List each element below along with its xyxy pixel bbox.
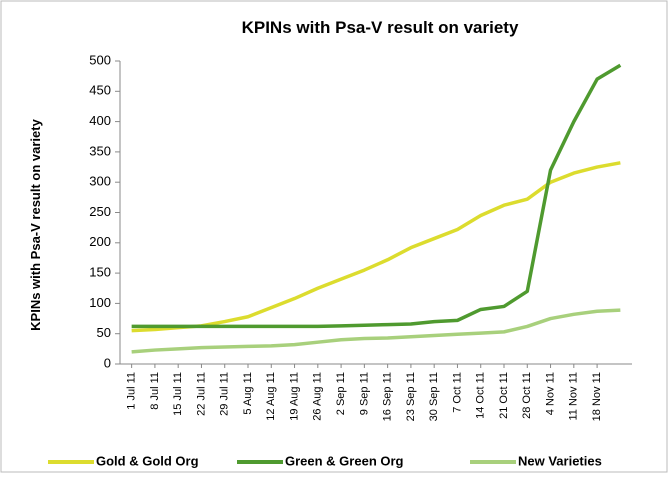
- legend-label: New Varieties: [518, 453, 602, 468]
- x-tick-label: 28 Oct 11: [521, 372, 533, 419]
- x-tick-label: 14 Oct 11: [475, 372, 487, 419]
- y-tick-label: 200: [89, 234, 111, 249]
- y-axis-label: KPINs with Psa-V result on variety: [28, 118, 43, 330]
- y-tick-label: 150: [89, 265, 111, 280]
- y-tick-label: 100: [89, 295, 111, 310]
- y-tick-label: 500: [89, 52, 111, 67]
- legend-label: Gold & Gold Org: [96, 453, 199, 468]
- x-tick-label: 11 Nov 11: [568, 372, 580, 421]
- series-line: [131, 308, 621, 354]
- y-tick-label: 400: [89, 113, 111, 128]
- x-tick-label: 8 Jul 11: [149, 372, 161, 410]
- x-tick-label: 4 Nov 11: [544, 372, 556, 415]
- x-tick-label: 2 Sep 11: [335, 372, 347, 415]
- series-line: [131, 63, 622, 329]
- y-tick-label: 50: [97, 325, 111, 340]
- x-tick-label: 5 Aug 11: [242, 372, 254, 415]
- x-tick-label: 18 Nov 11: [591, 372, 603, 421]
- x-tick-label: 15 Jul 11: [172, 372, 184, 416]
- chart-title: KPINs with Psa-V result on variety: [242, 18, 519, 37]
- x-tick-label: 21 Oct 11: [498, 372, 510, 419]
- y-tick-label: 250: [89, 204, 111, 219]
- series-line: [131, 161, 621, 333]
- x-tick-label: 16 Sep 11: [382, 372, 394, 421]
- x-tick-label: 9 Sep 11: [358, 372, 370, 415]
- x-tick-label: 22 Jul 11: [195, 372, 207, 416]
- y-tick-label: 450: [89, 83, 111, 98]
- y-tick-label: 300: [89, 174, 111, 189]
- y-tick-label: 0: [104, 355, 111, 370]
- x-tick-label: 23 Sep 11: [405, 372, 417, 421]
- x-tick-label: 30 Sep 11: [428, 372, 440, 421]
- x-tick-label: 7 Oct 11: [451, 372, 463, 413]
- x-tick-label: 29 Jul 11: [219, 372, 231, 416]
- y-tick-label: 350: [89, 143, 111, 158]
- x-tick-label: 12 Aug 11: [265, 372, 277, 421]
- x-tick-label: 26 Aug 11: [312, 372, 324, 421]
- legend-label: Green & Green Org: [285, 453, 404, 468]
- x-tick-label: 1 Jul 11: [126, 372, 138, 410]
- x-tick-label: 19 Aug 11: [288, 372, 300, 421]
